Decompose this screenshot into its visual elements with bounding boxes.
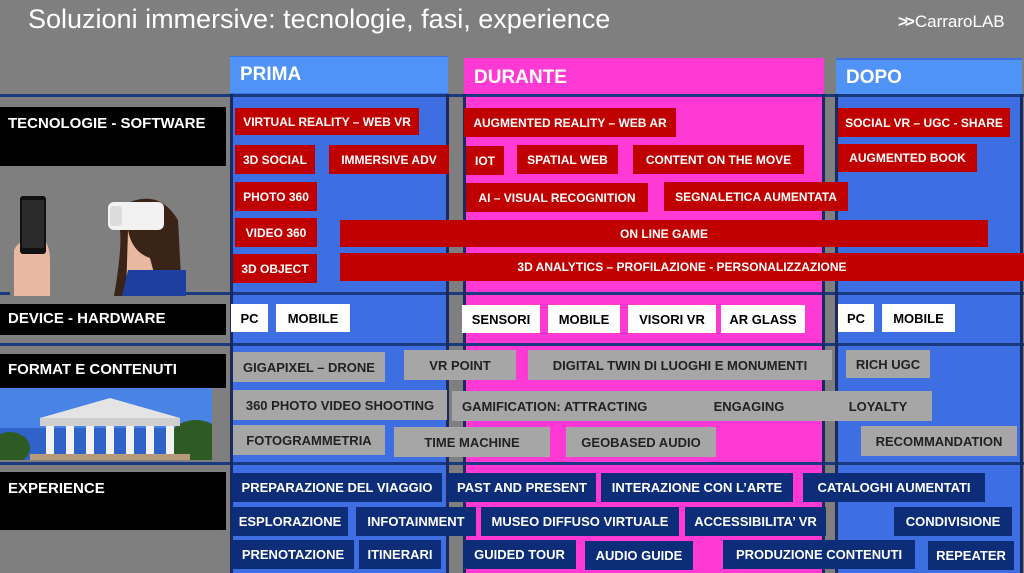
tech-tag: CONTENT ON THE MOVE [633, 145, 804, 174]
slide-title: Soluzioni immersive: tecnologie, fasi, e… [28, 4, 611, 34]
device-tag: PC [838, 304, 874, 332]
format-tag: FOTOGRAMMETRIA [233, 425, 385, 455]
row-label-device: DEVICE - HARDWARE [0, 304, 226, 335]
experience-tag: ACCESSIBILITA’ VR [685, 507, 826, 536]
device-tag: VISORI VR [628, 305, 716, 333]
row-label-format: FORMAT E CONTENUTI [0, 354, 226, 388]
row-divider [0, 94, 1024, 97]
column-divider [835, 94, 838, 573]
experience-tag: ITINERARI [359, 540, 441, 569]
experience-tag: INFOTAINMENT [356, 507, 476, 536]
experience-tag: CONDIVISIONE [894, 507, 1012, 536]
row-label-tecnologie: TECNOLOGIE - SOFTWARE [0, 107, 226, 166]
tech-tag: IOT [466, 146, 504, 175]
format-tag-label: LOYALTY [848, 398, 908, 414]
experience-tag: AUDIO GUIDE [585, 541, 693, 570]
double-chevron-icon: >> [898, 12, 915, 31]
device-tag: MOBILE [548, 305, 620, 333]
vr-user-photo [10, 190, 186, 296]
format-tag: GAMIFICATION: ATTRACTING [452, 391, 932, 421]
column-divider [822, 94, 825, 573]
column-divider [1020, 94, 1023, 573]
tech-tag: SEGNALETICA AUMENTATA [664, 182, 848, 211]
column-divider [463, 94, 466, 573]
format-tag: VR POINT [404, 350, 516, 380]
format-tag: RICH UGC [846, 350, 930, 378]
tech-tag: 3D SOCIAL [235, 145, 315, 174]
tech-tag: PHOTO 360 [235, 182, 317, 211]
format-tag: GEOBASED AUDIO [566, 427, 716, 457]
tech-tag-wide: 3D ANALYTICS – PROFILAZIONE - PERSONALIZ… [340, 253, 1024, 281]
device-tag: AR GLASS [721, 305, 805, 333]
experience-tag: INTERAZIONE CON L’ARTE [601, 473, 793, 502]
format-tag-label: ENGAGING [713, 398, 785, 414]
experience-tag: PRODUZIONE CONTENUTI [723, 540, 915, 569]
column-header-durante: DURANTE [474, 67, 567, 88]
experience-tag: PRENOTAZIONE [232, 540, 354, 569]
experience-tag: MUSEO DIFFUSO VIRTUALE [481, 507, 679, 536]
row-divider [0, 292, 1024, 295]
column-divider [230, 94, 233, 573]
monument-photo [0, 388, 224, 464]
tech-tag: SPATIAL WEB [517, 145, 618, 174]
logo-text: CarraroLAB [914, 12, 1005, 31]
row-divider [0, 343, 1024, 346]
carrarolab-logo: >> CarraroLAB [898, 12, 1005, 32]
format-tag: GIGAPIXEL – DRONE [233, 352, 385, 382]
tech-tag: 3D OBJECT [233, 254, 317, 283]
tech-tag: AUGMENTED BOOK [838, 144, 977, 172]
device-tag: MOBILE [276, 304, 350, 332]
format-tag: RECOMMANDATION [861, 426, 1017, 456]
tech-tag: SOCIAL VR – UGC - SHARE [838, 108, 1010, 137]
format-tag: TIME MACHINE [394, 427, 550, 457]
format-tag: 360 PHOTO VIDEO SHOOTING [233, 390, 447, 420]
experience-tag: PAST AND PRESENT [448, 473, 596, 502]
tech-tag: VIRTUAL REALITY – WEB VR [235, 108, 419, 135]
tech-tag: AUGMENTED REALITY – WEB AR [464, 108, 676, 137]
column-divider [446, 94, 449, 573]
column-header-dopo: DOPO [836, 60, 1022, 96]
experience-tag: CATALOGHI AUMENTATI [803, 473, 985, 502]
column-header-prima: PRIMA [230, 57, 448, 93]
row-divider [0, 462, 1024, 465]
row-label-experience: EXPERIENCE [0, 472, 226, 530]
device-tag: PC [231, 304, 268, 332]
tech-tag: AI – VISUAL RECOGNITION [466, 183, 648, 212]
tech-tag-wide: ON LINE GAME [340, 220, 988, 247]
experience-tag: REPEATER [928, 541, 1014, 570]
device-tag: MOBILE [882, 304, 955, 332]
experience-tag: GUIDED TOUR [463, 540, 576, 569]
experience-tag: ESPLORAZIONE [232, 507, 348, 536]
tech-tag: IMMERSIVE ADV [329, 145, 449, 174]
format-tag: DIGITAL TWIN DI LUOGHI E MONUMENTI [528, 350, 832, 380]
experience-tag: PREPARAZIONE DEL VIAGGIO [232, 473, 442, 502]
device-tag: SENSORI [462, 305, 540, 333]
tech-tag: VIDEO 360 [235, 218, 317, 247]
